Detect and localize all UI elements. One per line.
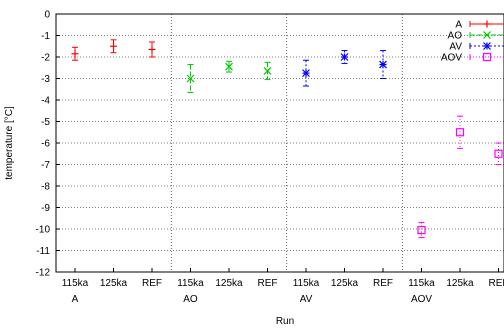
y-tick-label: -1 bbox=[41, 31, 50, 42]
data-point bbox=[263, 61, 272, 81]
data-point bbox=[71, 46, 79, 61]
series-ao bbox=[186, 60, 272, 93]
x-tick-label: 115ka bbox=[293, 278, 320, 289]
y-tick-label: -9 bbox=[41, 203, 50, 214]
marker-square bbox=[417, 225, 426, 235]
y-tick-label: -4 bbox=[41, 96, 50, 107]
legend-item: AOV bbox=[441, 53, 504, 64]
series-aov bbox=[417, 115, 503, 239]
x-axis: 115ka 125ka REF 115ka 125ka REF 115ka 125ka REF 1… bbox=[62, 268, 504, 289]
plot-frame bbox=[55, 13, 504, 273]
marker-square bbox=[455, 128, 465, 137]
marker-plus bbox=[71, 50, 79, 58]
marker-plus bbox=[483, 20, 491, 28]
data-point bbox=[379, 50, 387, 79]
marker-star bbox=[302, 69, 310, 78]
legend-label: AO bbox=[448, 31, 463, 42]
x-tick-label: REF bbox=[489, 278, 504, 289]
y-tick-label: -11 bbox=[36, 246, 50, 257]
group-label: AV bbox=[300, 294, 313, 305]
marker-square bbox=[482, 52, 492, 62]
group-labels: A AO AV AOV bbox=[72, 294, 433, 305]
series-av bbox=[302, 50, 387, 87]
y-axis: 0 -1 -2 -3 -4 -5 -6 -7 -8 -9 -10 -11 -12 bbox=[36, 10, 60, 279]
x-tick-label: 115ka bbox=[62, 278, 89, 289]
x-tick-label: 115ka bbox=[177, 278, 204, 289]
data-point bbox=[340, 50, 349, 64]
marker-cross bbox=[483, 31, 491, 39]
x-tick-label: REF bbox=[142, 278, 162, 289]
x-tick-label: 125ka bbox=[331, 278, 359, 289]
marker-star bbox=[483, 42, 491, 50]
x-tick-label: REF bbox=[373, 278, 393, 289]
legend-label: A bbox=[455, 20, 462, 31]
x-tick-label: 125ka bbox=[100, 278, 128, 289]
grid bbox=[56, 13, 504, 273]
y-tick-label: -5 bbox=[41, 117, 50, 128]
x-tick-label: REF bbox=[258, 278, 278, 289]
marker-square bbox=[494, 149, 503, 158]
legend-item: AO bbox=[448, 31, 504, 42]
marker-cross bbox=[186, 74, 195, 83]
y-tick-label: 0 bbox=[44, 10, 50, 21]
data-point bbox=[110, 39, 117, 54]
legend-label: AOV bbox=[441, 53, 462, 64]
series-a bbox=[71, 39, 156, 61]
data-point bbox=[455, 115, 465, 149]
y-tick-label: -10 bbox=[36, 225, 51, 236]
y-axis-label: temperature [°C] bbox=[4, 106, 15, 180]
marker-plus bbox=[148, 45, 156, 53]
y-tick-label: -12 bbox=[36, 268, 51, 279]
legend-label: AV bbox=[449, 42, 462, 53]
y-tick-label: -2 bbox=[41, 53, 50, 64]
data-point bbox=[225, 60, 233, 73]
data-point bbox=[494, 142, 503, 165]
marker-plus bbox=[110, 42, 117, 50]
marker-cross bbox=[225, 62, 233, 71]
x-tick-label: 125ka bbox=[446, 278, 474, 289]
marker-star bbox=[340, 53, 349, 61]
y-tick-label: -6 bbox=[41, 139, 50, 150]
group-label: AOV bbox=[411, 294, 432, 305]
x-tick-label: 125ka bbox=[215, 278, 243, 289]
marker-star bbox=[379, 60, 387, 69]
y-tick-label: -3 bbox=[41, 74, 50, 85]
y-tick-label: -8 bbox=[41, 182, 50, 193]
group-label: AO bbox=[183, 294, 198, 305]
data-point bbox=[186, 64, 195, 93]
data-point bbox=[148, 41, 156, 58]
x-axis-label: Run bbox=[276, 316, 294, 327]
series-layer bbox=[71, 39, 503, 239]
y-tick-label: -7 bbox=[41, 160, 50, 171]
x-tick-label: 115ka bbox=[408, 278, 435, 289]
data-point bbox=[302, 59, 310, 87]
group-label: A bbox=[72, 294, 79, 305]
legend-item: AV bbox=[449, 42, 504, 53]
marker-cross bbox=[263, 67, 272, 75]
group-separators bbox=[170, 14, 403, 272]
data-point bbox=[417, 222, 426, 239]
legend-item: A bbox=[455, 20, 504, 31]
